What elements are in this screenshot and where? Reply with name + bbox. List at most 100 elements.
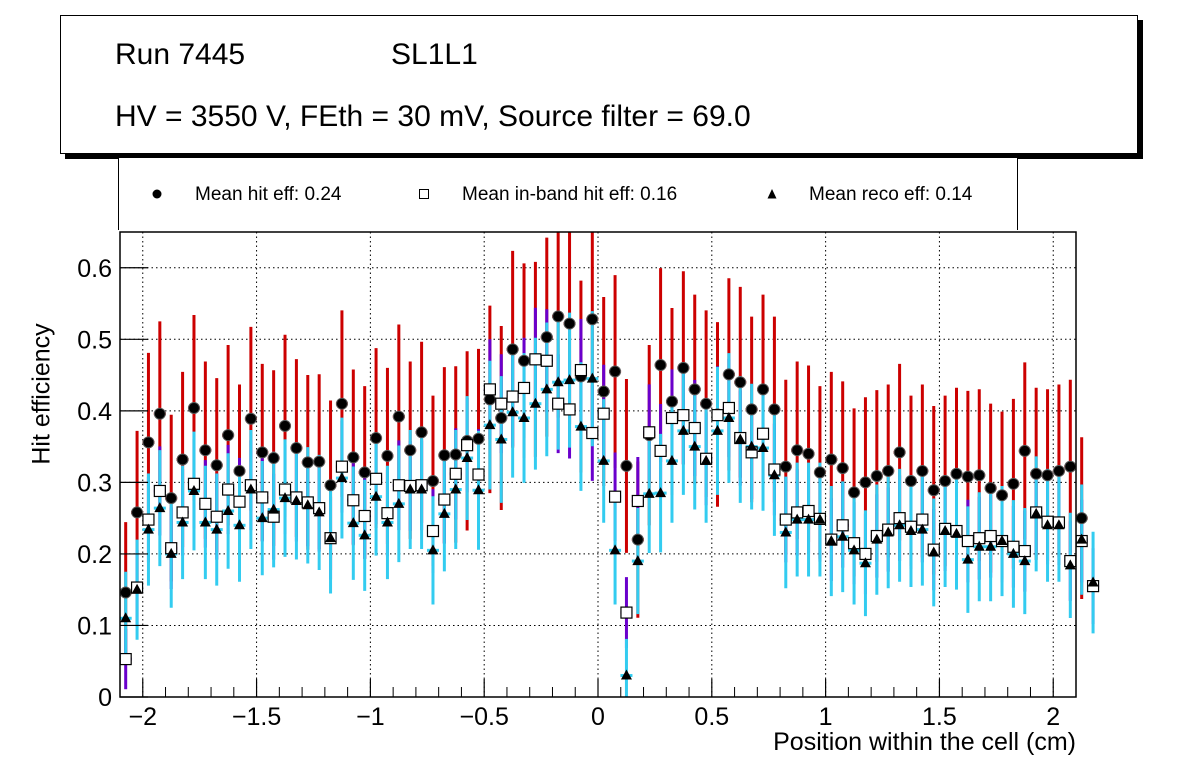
reco-eff-point (120, 612, 132, 623)
inband-eff-point (574, 363, 588, 377)
hit-eff-point (199, 444, 212, 457)
reco-eff-point (609, 544, 621, 555)
inband-eff-point (449, 467, 462, 480)
reco-eff-point (712, 424, 723, 435)
legend-square-icon (419, 189, 429, 199)
reco-eff-point (1042, 519, 1054, 530)
inband-eff-point (495, 397, 508, 410)
hit-eff-point (961, 470, 974, 483)
x-tick-label: 0.5 (694, 703, 729, 731)
hit-eff-point (449, 448, 462, 461)
hit-eff-point (939, 474, 952, 487)
reco-eff-point (1064, 559, 1076, 570)
hit-eff-point (483, 393, 496, 406)
hit-eff-point (768, 403, 781, 416)
x-tick-label: 2 (1046, 703, 1060, 731)
inband-eff-point (483, 383, 496, 396)
inband-eff-point (1018, 544, 1031, 558)
x-axis-label: Position within the cell (cm) (773, 728, 1076, 756)
reco-eff-point (279, 492, 291, 503)
hit-eff-point (142, 436, 155, 449)
inband-eff-point (779, 513, 792, 526)
reco-eff-point (404, 483, 416, 494)
reco-eff-point (199, 516, 211, 527)
hit-eff-point (256, 446, 269, 459)
x-tick-label: 1 (819, 703, 833, 731)
reco-eff-point (336, 472, 348, 483)
hit-eff-point (131, 506, 144, 519)
hit-eff-point (631, 533, 644, 546)
reco-eff-point (313, 506, 325, 517)
inband-eff-point (438, 493, 451, 506)
y-tick-label: 0.6 (77, 255, 112, 283)
reco-eff-point (780, 526, 792, 537)
reco-eff-point (723, 412, 735, 422)
hit-eff-point (472, 432, 485, 445)
inband-eff-point (119, 652, 132, 666)
hit-eff-point (1041, 469, 1054, 482)
hit-eff-point (927, 484, 940, 497)
hit-eff-point (665, 395, 678, 408)
reco-eff-point (245, 483, 257, 494)
inband-eff-point (347, 494, 360, 507)
data-markers (119, 310, 1100, 680)
hit-eff-point (791, 444, 804, 457)
reco-eff-point (848, 544, 860, 555)
hit-eff-point (996, 489, 1009, 502)
hit-eff-point (1030, 467, 1043, 480)
reco-eff-point (347, 517, 359, 528)
reco-eff-point (1053, 519, 1065, 530)
legend: Mean hit eff: 0.24 Mean in-band hit eff:… (118, 158, 1018, 230)
reco-eff-point (393, 497, 405, 508)
inband-eff-point (563, 403, 576, 416)
hit-eff-point (870, 469, 883, 482)
inband-eff-point (142, 513, 155, 526)
y-tick-label: 0.1 (77, 612, 112, 640)
axes: −2 −1.5 −1 −0.5 0 0.5 1 1.5 2 0 0.1 0.2 0.3 0.4 0.5 0.6 (77, 255, 1077, 731)
conditions-label: HV = 3550 V, FEth = 30 mV, Source filter… (115, 100, 751, 133)
reco-eff-point (325, 532, 337, 543)
inband-eff-point (756, 427, 770, 440)
y-tick-label: 0.3 (77, 469, 112, 497)
reco-eff-point (894, 519, 906, 530)
reco-eff-point (996, 535, 1008, 546)
reco-eff-point (928, 546, 940, 557)
y-tick-label: 0.2 (77, 541, 112, 569)
reco-eff-point (461, 452, 473, 463)
reco-eff-point (1076, 533, 1088, 544)
reco-eff-point (939, 525, 951, 536)
hit-eff-point (1007, 477, 1020, 490)
hit-eff-point (609, 365, 622, 378)
hit-eff-point (324, 479, 337, 492)
hit-eff-point (187, 401, 200, 414)
hit-eff-point (176, 453, 189, 466)
hit-eff-point (358, 466, 371, 479)
reco-eff-point (655, 487, 667, 498)
reco-eff-point (1007, 547, 1019, 558)
hit-eff-point (335, 397, 348, 410)
hit-eff-point (153, 407, 166, 420)
hit-eff-point (779, 460, 792, 473)
x-tick-label: 1.5 (922, 703, 957, 731)
inband-eff-point (677, 409, 690, 422)
x-tick-label: −0.5 (460, 703, 509, 731)
reco-eff-point (837, 530, 849, 541)
reco-eff-point (154, 502, 166, 513)
reco-eff-point (495, 433, 507, 444)
reco-eff-point (677, 424, 689, 435)
inband-eff-point (176, 506, 189, 519)
inband-eff-point (358, 509, 371, 523)
hit-eff-point (813, 466, 826, 479)
inband-eff-point (506, 390, 519, 403)
inband-eff-point (210, 510, 223, 523)
inband-eff-point (256, 491, 269, 504)
reco-eff-point (438, 507, 450, 518)
reco-eff-point (734, 433, 746, 444)
hit-eff-point (222, 429, 235, 442)
hit-eff-point (233, 464, 246, 477)
inband-eff-point (688, 421, 701, 435)
inband-eff-point (665, 411, 679, 425)
reco-eff-point (473, 484, 484, 495)
reco-eff-point (791, 513, 803, 524)
reco-eff-point (973, 540, 985, 551)
